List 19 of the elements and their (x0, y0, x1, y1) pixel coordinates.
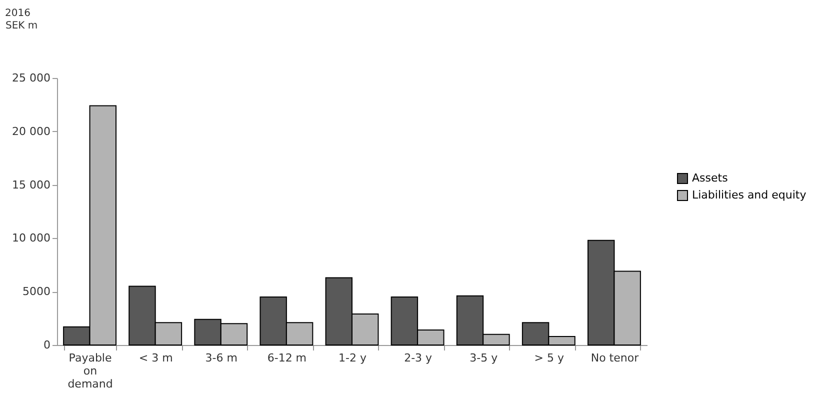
legend-label: Assets (692, 172, 728, 184)
x-tick-label: 3-6 m (205, 352, 238, 364)
x-tick-label: 6-12 m (267, 352, 307, 364)
y-tick-label: 15 000 (12, 178, 50, 192)
x-tick-label: > 5 y (534, 352, 565, 364)
x-tick-label: Payable on demand (68, 352, 113, 390)
x-tick-label: No tenor (590, 352, 640, 364)
y-tick-label: 5000 (22, 285, 50, 298)
y-tick-label: 25 000 (12, 72, 50, 84)
x-tick-label: 2-3 y (404, 352, 433, 364)
y-tick-label: 0 (44, 338, 50, 352)
y-axis-title: SEK m (6, 20, 38, 32)
x-tick-label: 3-5 y (470, 352, 498, 364)
y-tick-label: 20 000 (12, 124, 50, 138)
y-tick-label: 10 000 (12, 232, 50, 245)
legend-label: Liabilities and equity (692, 188, 807, 202)
x-tick-label: < 3 m (138, 352, 173, 364)
chart-title: 2016 (5, 8, 30, 19)
x-tick-label: 1-2 y (338, 352, 367, 364)
